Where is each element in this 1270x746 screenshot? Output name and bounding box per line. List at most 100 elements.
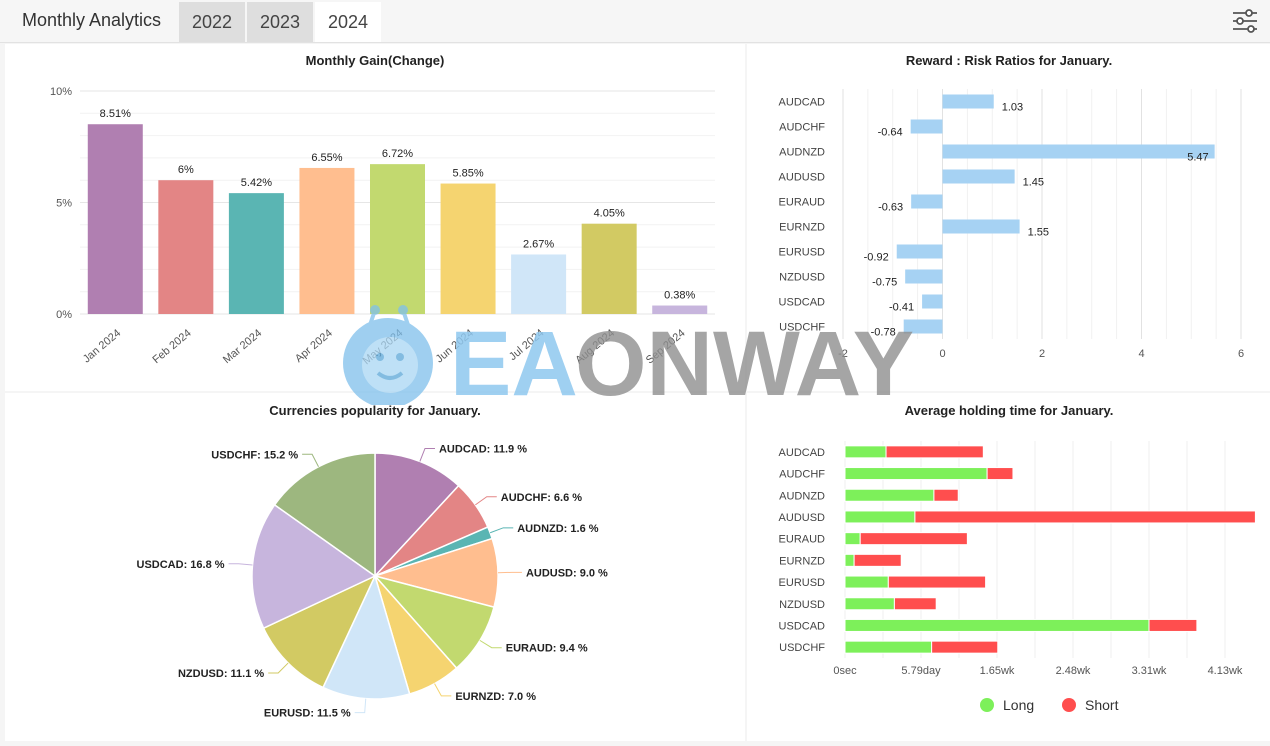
tab-2022[interactable]: 2022 <box>179 2 245 42</box>
bar <box>229 193 284 314</box>
data-label: -0.78 <box>871 327 896 339</box>
bar-segment <box>845 619 1149 631</box>
data-label: 2.67% <box>523 238 554 250</box>
holding-time-chart: Average holding time for January. 0sec 5.7… <box>747 393 1270 741</box>
y-tick-label: EURNZD <box>779 222 825 234</box>
bar <box>943 145 1215 159</box>
x-tick-label: 1.65wk <box>980 665 1015 677</box>
bar <box>922 295 942 309</box>
x-tick-label: Sep 2024 <box>644 327 688 366</box>
bar-segment <box>888 576 985 588</box>
y-tick-label: EURUSD <box>779 577 826 589</box>
x-tick-label: 2 <box>1039 348 1045 360</box>
y-tick-label: EURNZD <box>779 555 825 567</box>
y-tick-label: 5% <box>56 198 72 210</box>
legend-label: Long <box>1003 697 1034 713</box>
y-tick-label: 10% <box>50 86 72 98</box>
data-label: 5.47 <box>1187 152 1208 164</box>
pie-label: AUDCAD: 11.9 % <box>439 443 527 455</box>
bar <box>652 306 707 314</box>
data-label: 1.55 <box>1028 227 1049 239</box>
pie-connector <box>490 528 513 533</box>
bar-segment <box>894 598 936 610</box>
y-tick-label: AUDNZD <box>779 147 825 159</box>
bar <box>299 168 354 314</box>
y-tick-label: USDCAD <box>779 620 826 632</box>
pie-connector <box>435 684 452 696</box>
y-tick-label: AUDCAD <box>779 447 826 459</box>
currencies-popularity-chart: Currencies popularity for January.AUDCAD… <box>5 393 745 741</box>
y-tick-label: AUDUSD <box>779 512 826 524</box>
x-tick-label: 0sec <box>833 665 857 677</box>
x-tick-label: Feb 2024 <box>150 327 193 366</box>
bar-segment <box>934 489 958 501</box>
data-label: 0.38% <box>664 290 695 302</box>
data-label: 8.51% <box>100 108 131 120</box>
chart-title: Reward : Risk Ratios for January. <box>906 53 1112 68</box>
y-tick-label: AUDUSD <box>779 172 826 184</box>
bar-segment <box>845 598 894 610</box>
legend-marker <box>980 698 994 712</box>
bar <box>943 95 994 109</box>
bar <box>943 170 1015 184</box>
data-label: 1.03 <box>1002 102 1023 114</box>
pie-label: AUDCHF: 6.6 % <box>501 492 583 504</box>
x-tick-label: 4.13wk <box>1208 665 1243 677</box>
pie-connector <box>475 497 496 505</box>
pie-label: EURAUD: 9.4 % <box>506 643 588 655</box>
data-label: -0.75 <box>872 277 897 289</box>
x-tick-label: Jun 2024 <box>434 327 476 365</box>
bar <box>370 164 425 314</box>
pie-label: USDCHF: 15.2 % <box>211 449 298 461</box>
x-tick-label: Apr 2024 <box>293 327 335 365</box>
x-tick-label: 6 <box>1238 348 1244 360</box>
bar <box>904 320 943 334</box>
data-label: 5.85% <box>452 168 483 180</box>
bar <box>897 245 943 259</box>
y-tick-label: AUDNZD <box>779 490 825 502</box>
x-tick-label: May 2024 <box>361 327 406 367</box>
x-tick-label: Jan 2024 <box>81 327 123 365</box>
x-tick-label: 5.79day <box>901 665 941 677</box>
pie-connector <box>302 454 318 466</box>
y-tick-label: USDCHF <box>779 322 825 334</box>
bar-segment <box>845 641 932 653</box>
pie-label: USDCAD: 16.8 % <box>137 559 225 571</box>
bar-segment <box>845 576 888 588</box>
pie-label: EURUSD: 11.5 % <box>264 708 351 720</box>
data-label: 4.05% <box>594 208 625 220</box>
monthly-gain-chart: Monthly Gain(Change)0%5%10%8.51%Jan 2024… <box>5 44 745 391</box>
chart-title: Average holding time for January. <box>905 403 1114 418</box>
x-tick-label: 0 <box>939 348 945 360</box>
bar-segment <box>886 446 983 458</box>
data-label: 6.55% <box>311 152 342 164</box>
y-tick-label: NZDUSD <box>779 272 825 284</box>
data-label: -0.92 <box>864 252 889 264</box>
pie-label: AUDUSD: 9.0 % <box>526 567 608 579</box>
y-tick-label: EURAUD <box>779 197 826 209</box>
y-tick-label: AUDCAD <box>779 97 826 109</box>
y-tick-label: USDCHF <box>779 642 825 654</box>
bar-segment <box>854 554 901 566</box>
pie-connector <box>355 699 366 713</box>
bar-segment <box>845 489 934 501</box>
pie-connector <box>229 564 253 565</box>
y-tick-label: NZDUSD <box>779 599 825 611</box>
data-label: 1.45 <box>1023 177 1044 189</box>
x-tick-label: 2.48wk <box>1056 665 1091 677</box>
bar <box>441 184 496 314</box>
bar-segment <box>845 554 854 566</box>
holding-time-panel: Average holding time for January. 0sec 5.7… <box>747 393 1270 741</box>
pie-connector <box>268 663 288 673</box>
settings-button[interactable] <box>1230 8 1260 34</box>
tab-2023[interactable]: 2023 <box>247 2 313 42</box>
monthly-gain-panel: Monthly Gain(Change)0%5%10%8.51%Jan 2024… <box>5 44 745 391</box>
x-tick-label: 3.31wk <box>1132 665 1167 677</box>
data-label: -0.63 <box>878 202 903 214</box>
tab-2024[interactable]: 2024 <box>315 2 381 42</box>
bar <box>158 180 213 314</box>
bar-segment <box>987 468 1013 480</box>
legend-label: Short <box>1085 697 1119 713</box>
